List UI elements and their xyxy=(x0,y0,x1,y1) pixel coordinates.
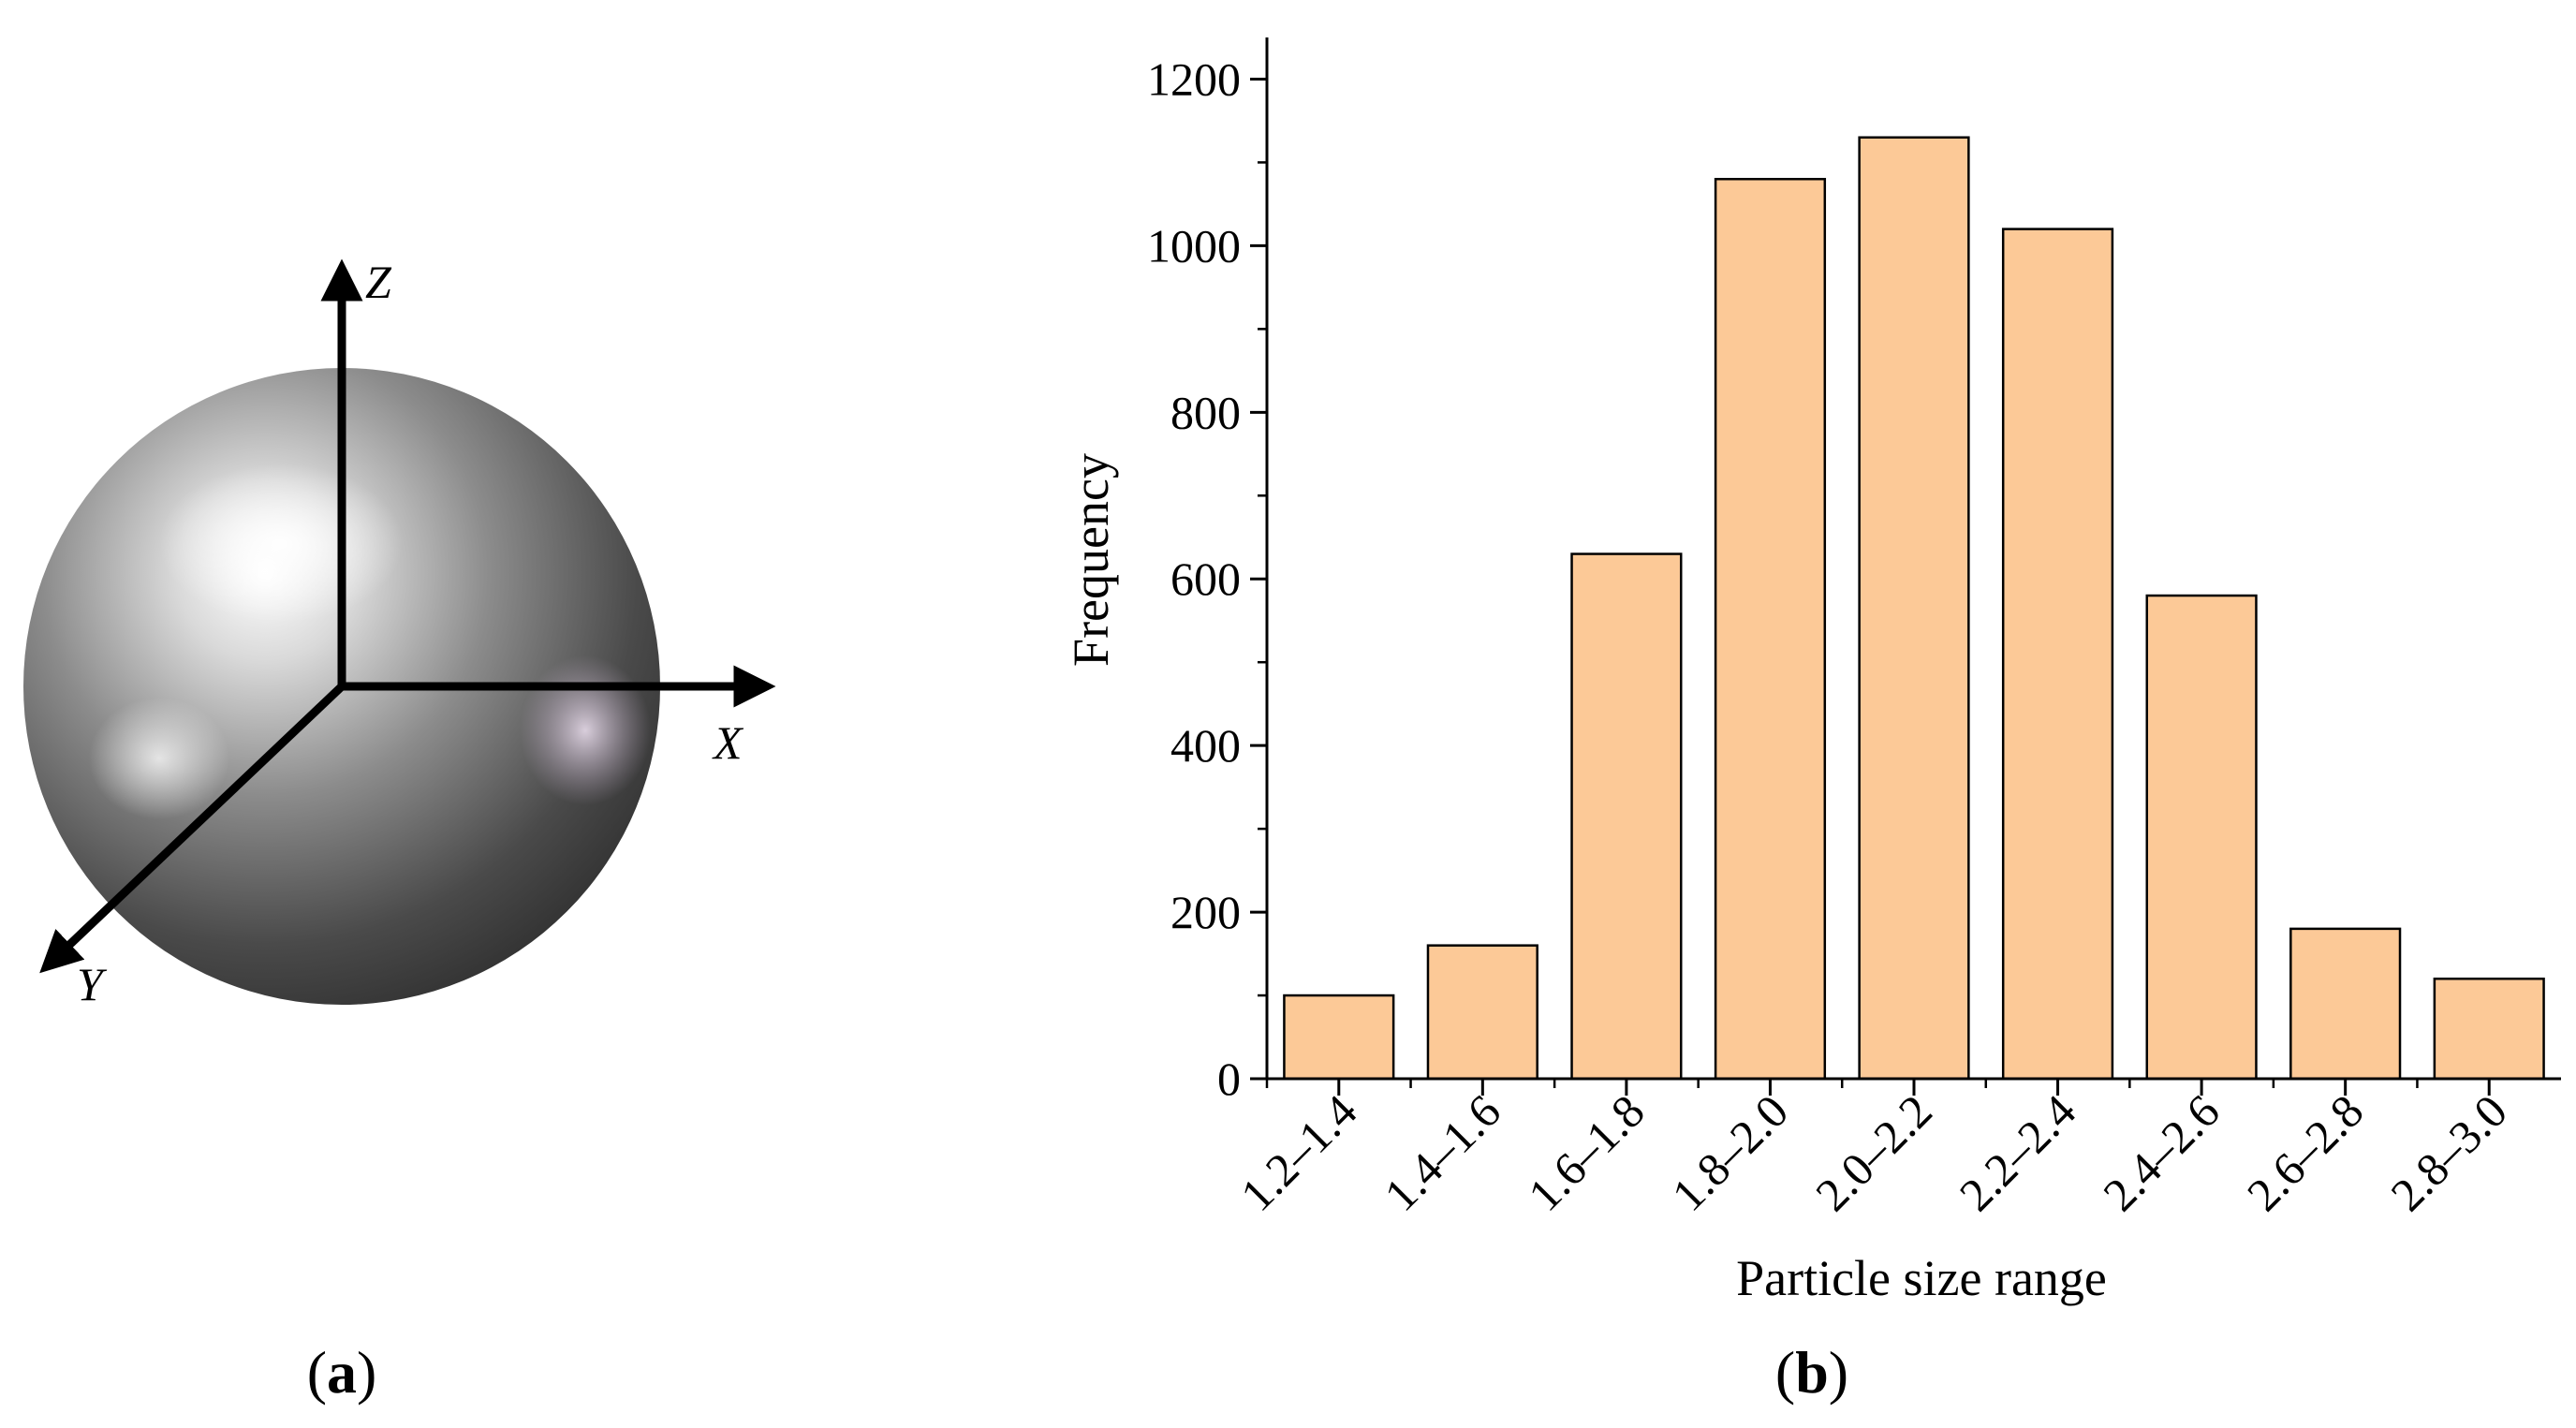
x-axis-title: Particle size range xyxy=(1736,1250,2107,1306)
x-tick-label-4: 2.0–2.2 xyxy=(1805,1084,1942,1221)
x-tick-label-6: 2.4–2.6 xyxy=(2093,1084,2230,1221)
x-tick-label-7: 2.6–2.8 xyxy=(2237,1084,2374,1221)
x-tick-label-8: 2.8–3.0 xyxy=(2380,1084,2517,1221)
bar-6 xyxy=(2145,594,2258,1081)
panel-a: Z X Y (a) xyxy=(23,256,776,1406)
panel-b: 0 200 400 600 800 1000 1200 1.2–1.4 1.4–1.6 1.6–1… xyxy=(1063,37,2561,1406)
bar-2 xyxy=(1570,552,1683,1081)
x-tick-label-2: 1.6–1.8 xyxy=(1518,1084,1655,1221)
x-tick-label-1: 1.4–1.6 xyxy=(1374,1084,1510,1221)
y-tick-label-1: 200 xyxy=(1170,886,1241,938)
bar-0 xyxy=(1283,994,1395,1081)
sphere-highlight-top xyxy=(159,464,403,623)
x-tick-label-5: 2.2–2.4 xyxy=(1950,1084,2086,1221)
panel-label-a-letter: a xyxy=(327,1339,357,1406)
axis-label-y: Y xyxy=(77,958,108,1010)
y-tick-label-6: 1200 xyxy=(1147,52,1241,105)
panel-label-b: (b) xyxy=(1775,1339,1848,1406)
panel-label-a-close: ) xyxy=(357,1339,376,1406)
y-tick-label-0: 0 xyxy=(1217,1053,1241,1105)
sphere-highlight-left xyxy=(89,698,229,819)
y-axis-arrow xyxy=(39,683,346,974)
panel-label-b-letter: b xyxy=(1795,1339,1829,1406)
bar-3 xyxy=(1714,177,1827,1081)
x-tick-label-3: 1.8–2.0 xyxy=(1662,1084,1799,1221)
axis-label-z: Z xyxy=(365,256,392,308)
y-tick-label-5: 1000 xyxy=(1147,219,1241,272)
panel-label-b-open: ( xyxy=(1775,1339,1795,1406)
axis-label-x: X xyxy=(712,716,744,769)
sphere-highlight-right xyxy=(520,655,651,805)
y-tick-label-2: 400 xyxy=(1170,719,1241,772)
bar-5 xyxy=(2001,228,2114,1081)
bar-8 xyxy=(2433,977,2545,1081)
panel-label-a: (a) xyxy=(307,1339,377,1406)
y-axis-title: Frequency xyxy=(1063,453,1119,667)
bar-7 xyxy=(2289,927,2402,1081)
y-tick-label-3: 600 xyxy=(1170,552,1241,605)
y-tick-label-4: 800 xyxy=(1170,386,1241,438)
x-tick-label-0: 1.2–1.4 xyxy=(1230,1084,1367,1221)
bar-1 xyxy=(1426,944,1538,1081)
plot-area: 0 200 400 600 800 1000 1200 1.2–1.4 1.4–1.6 1.6–1… xyxy=(1147,37,2561,1221)
panel-label-a-open: ( xyxy=(307,1339,327,1406)
panel-label-b-close: ) xyxy=(1829,1339,1848,1406)
bar-4 xyxy=(1858,136,1970,1081)
